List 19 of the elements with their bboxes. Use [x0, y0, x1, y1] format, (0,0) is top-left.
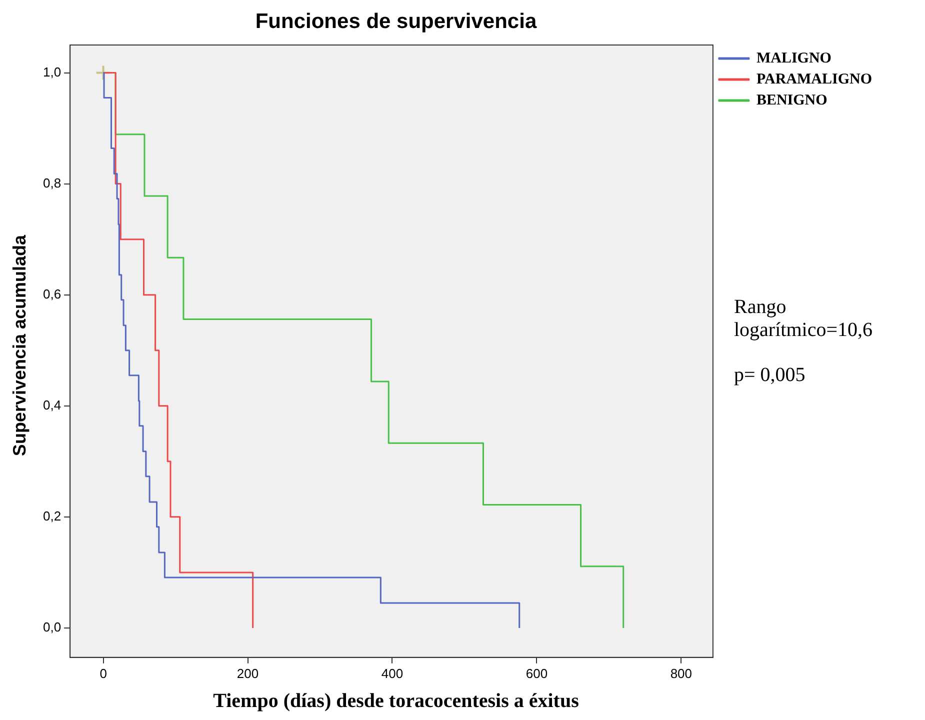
x-tick-label: 600 — [526, 666, 548, 681]
x-tick-label: 200 — [236, 666, 259, 681]
text: p= 0,005 — [734, 364, 806, 387]
text: Rango logarítmico=10,6 — [734, 296, 874, 342]
y-tick-label: 0,0 — [42, 620, 62, 635]
y-tick-label: 1,0 — [42, 64, 62, 80]
legend-label: BENIGNO — [756, 92, 828, 108]
legend-label: PARAMALIGNO — [756, 71, 872, 88]
x-tick-label: 800 — [670, 666, 692, 681]
y-tick-label: 0,6 — [42, 286, 62, 302]
y-axis-title: Supervivencia acumulada — [10, 234, 30, 458]
y-tick-label: 0,2 — [42, 508, 62, 524]
x-tick-label: 400 — [381, 666, 404, 681]
legend-label: MALIGNO — [756, 50, 832, 66]
x-tick-label: 0 — [100, 666, 107, 681]
y-tick-label: 0,4 — [42, 397, 62, 412]
x-axis-title: Tiempo (días) desde toracocentesis a éxitus — [212, 690, 580, 713]
chart-title: Funciones de supervivencia — [254, 10, 538, 34]
y-tick-label: 0,8 — [42, 175, 62, 190]
